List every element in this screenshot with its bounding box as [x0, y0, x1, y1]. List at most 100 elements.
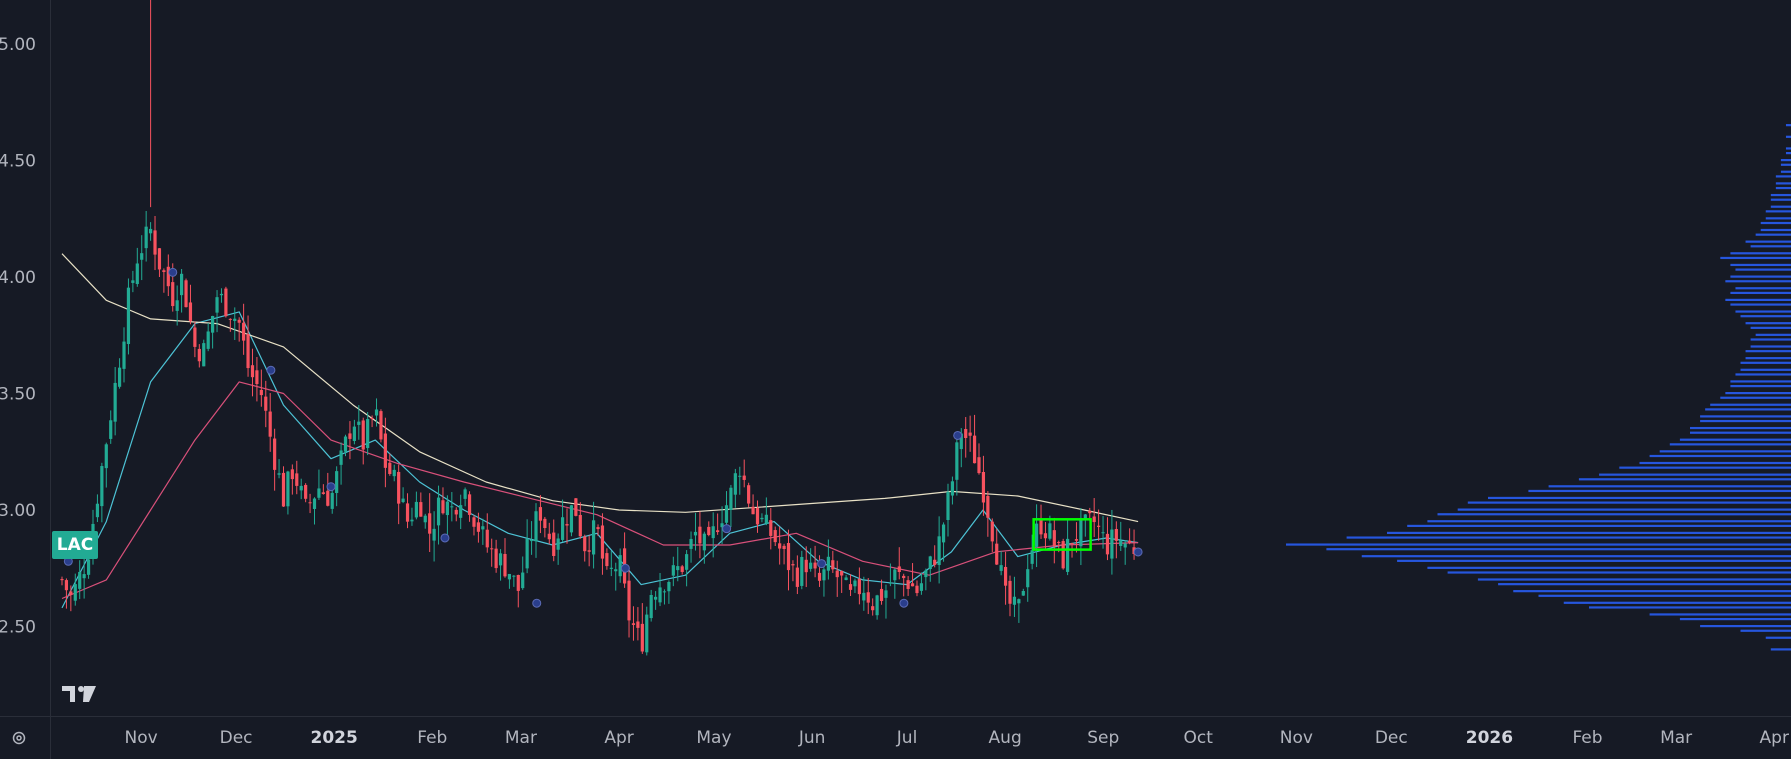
price-tick-label: 3.50	[0, 385, 36, 405]
volume-profile-bar	[1513, 590, 1791, 593]
candle-body	[135, 263, 139, 285]
moving-average-line-sma_long	[61, 253, 1139, 523]
volume-profile-bar	[1427, 520, 1791, 523]
volume-profile-bar	[1700, 415, 1791, 418]
candle-body	[733, 473, 737, 495]
candle-body	[831, 560, 835, 570]
candle-body	[791, 564, 795, 566]
candle-body	[534, 511, 538, 542]
volume-profile-bar	[1765, 217, 1791, 220]
candle-body	[786, 543, 791, 571]
volume-profile-bar	[1619, 466, 1791, 469]
candle-body	[897, 566, 901, 573]
candle-body	[764, 514, 768, 524]
candle-body	[237, 319, 241, 323]
candle-body	[614, 569, 618, 572]
candle-body	[760, 517, 764, 520]
settings-icon[interactable]	[10, 729, 28, 747]
candle-body	[104, 444, 108, 469]
candle-body	[374, 409, 379, 416]
earnings-marker-icon[interactable]	[266, 365, 276, 375]
candle-body	[671, 565, 675, 576]
candle-body	[472, 517, 476, 527]
candle-body	[1021, 590, 1025, 596]
candle-body	[986, 496, 990, 518]
ticker-badge[interactable]: LAC	[52, 531, 98, 559]
earnings-marker-icon[interactable]	[722, 524, 732, 534]
time-axis[interactable]: Nov Dec 2025 Feb Mar Apr May Jun Jul Aug Sep Oct Nov…	[125, 728, 1789, 748]
candle-body	[423, 515, 427, 523]
volume-profile-bar	[1720, 396, 1791, 399]
candle-body	[224, 288, 228, 317]
earnings-marker-icon[interactable]	[440, 533, 450, 543]
candle-body	[521, 572, 525, 589]
candle-body	[326, 490, 330, 506]
earnings-marker-icon[interactable]	[168, 267, 178, 277]
highlight-rectangle[interactable]	[1032, 518, 1092, 551]
volume-profile-bar	[1725, 392, 1791, 395]
candle-body	[304, 484, 308, 499]
volume-profile-bar	[1710, 403, 1791, 406]
candle-body	[312, 498, 317, 509]
candle-body	[197, 348, 201, 362]
candle-body	[64, 580, 69, 591]
earnings-marker-icon[interactable]	[326, 482, 336, 492]
candle-body	[397, 471, 401, 504]
candle-body	[1034, 523, 1039, 547]
candle-body	[658, 587, 662, 603]
volume-profile-bar	[1730, 252, 1791, 255]
volume-profile-bar	[1725, 280, 1791, 283]
candle-body	[720, 523, 724, 528]
volume-profile-bar	[1725, 298, 1791, 301]
candle-body	[857, 578, 861, 595]
candle-body	[1066, 538, 1070, 572]
candle-body	[281, 472, 286, 507]
tradingview-logo-icon	[62, 686, 96, 702]
candle-body	[972, 435, 977, 464]
candle-body	[822, 569, 826, 581]
candle-body	[454, 509, 458, 515]
candle-body	[875, 595, 879, 616]
candle-body	[388, 462, 392, 474]
candle-body	[1074, 539, 1079, 541]
earnings-marker-icon[interactable]	[532, 598, 542, 608]
candle-body	[529, 540, 534, 542]
candle-body	[503, 553, 507, 577]
candle-body	[946, 491, 950, 521]
candle-body	[117, 367, 122, 387]
earnings-marker-icon[interactable]	[953, 430, 963, 440]
candle-body	[370, 418, 374, 420]
volume-profile-bar	[1740, 629, 1791, 632]
candle-body	[556, 538, 560, 550]
candle-body	[649, 594, 653, 619]
candle-body	[432, 528, 436, 541]
candle-body	[255, 370, 259, 385]
candle-body	[583, 536, 587, 552]
volume-profile-bar	[1785, 124, 1791, 127]
volume-profile-bar	[1457, 508, 1791, 511]
candle-body	[893, 569, 897, 581]
candle-body	[348, 433, 352, 439]
candle-body	[605, 553, 609, 567]
candle-body	[153, 230, 157, 255]
candle-body	[295, 473, 299, 486]
candle-body	[175, 300, 179, 311]
price-axis[interactable]: 5.00 4.50 4.00 3.50 3.00 2.50	[0, 35, 36, 638]
candle-body	[618, 555, 622, 577]
earnings-marker-icon[interactable]	[899, 598, 909, 608]
earnings-marker-icon[interactable]	[620, 563, 630, 573]
candle-body	[463, 489, 467, 499]
candle-body	[600, 525, 605, 559]
volume-profile-bar	[1755, 333, 1791, 336]
volume-profile-bar	[1488, 496, 1791, 500]
candle-body	[676, 566, 680, 571]
volume-profile-bar	[1437, 513, 1791, 516]
earnings-marker-icon[interactable]	[817, 559, 827, 569]
candle-body	[250, 365, 255, 378]
volume-profile-bar	[1740, 361, 1791, 364]
earnings-marker-icon[interactable]	[1133, 547, 1143, 557]
volume-profile-bar	[1765, 210, 1791, 213]
candle-body	[560, 517, 565, 540]
candle-body	[751, 506, 755, 515]
